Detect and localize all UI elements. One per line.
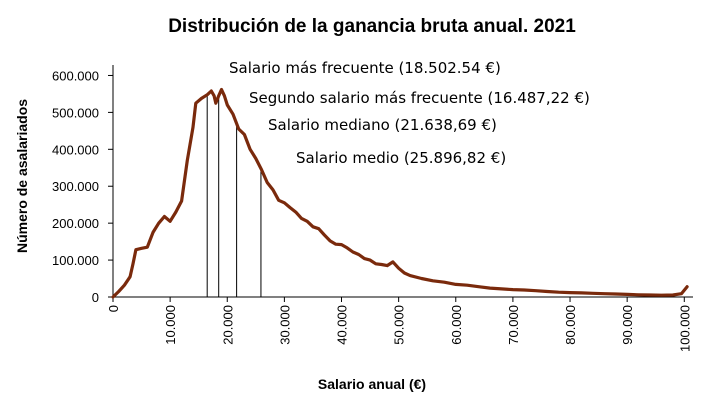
x-tick-label: 50.000 — [392, 305, 407, 345]
axes: 0 100.000 200.000 300.000 400.000 500.000 600.… — [52, 65, 693, 352]
chart-title: Distribución de la ganancia bruta anual.… — [168, 16, 576, 37]
y-tick-label: 100.000 — [52, 253, 99, 268]
x-tick-label: 20.000 — [220, 305, 235, 345]
annotation-label: Salario más frecuente (18.502.54 €) — [229, 59, 501, 77]
annotation-label: Segundo salario más frecuente (16.487,22… — [249, 89, 590, 107]
y-tick-label: 400.000 — [52, 142, 99, 157]
y-tick-label: 0 — [92, 290, 99, 305]
y-tick-label: 300.000 — [52, 179, 99, 194]
x-tick-label: 10.000 — [163, 305, 178, 345]
y-tick-label: 600.000 — [52, 68, 99, 83]
x-tick-label: 70.000 — [506, 305, 521, 345]
x-tick-label: 40.000 — [335, 305, 350, 345]
series-line — [111, 87, 689, 299]
series — [111, 87, 689, 299]
x-tick-label: 0 — [106, 305, 121, 312]
annotation-label: Salario mediano (21.638,69 €) — [268, 116, 497, 134]
x-tick-label: 80.000 — [563, 305, 578, 345]
x-tick-label: 30.000 — [277, 305, 292, 345]
x-tick-label: 90.000 — [620, 305, 635, 345]
annotation-label: Salario medio (25.896,82 €) — [296, 149, 506, 167]
y-axis-title: Número de asalariados — [14, 99, 30, 253]
y-tick-label: 500.000 — [52, 105, 99, 120]
x-axis-title: Salario anual (€) — [318, 376, 426, 392]
x-tick-label: 100.000 — [677, 305, 692, 352]
y-tick-label: 200.000 — [52, 216, 99, 231]
annotations: Salario más frecuente (18.502.54 €) Segun… — [206, 59, 590, 297]
x-tick-label: 60.000 — [449, 305, 464, 345]
